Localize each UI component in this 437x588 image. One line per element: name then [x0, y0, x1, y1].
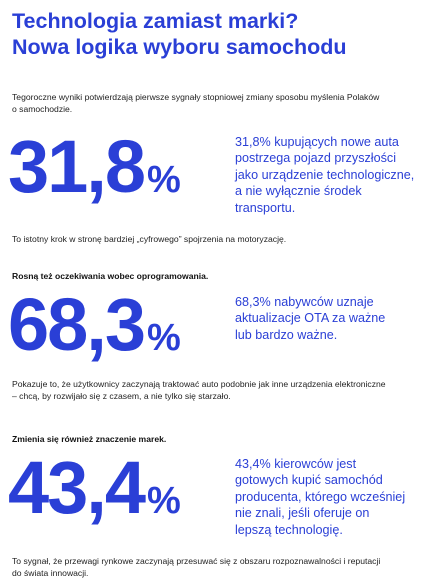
intro-line-1: Tegoroczne wyniki potwierdzają pierwsze …	[12, 92, 380, 102]
stat-2-desc-line: 68,3% nabywców uznaje	[235, 295, 374, 309]
stat-3-value: 43,4	[8, 446, 146, 529]
page-title: Technologia zamiast marki? Nowa logika w…	[12, 8, 432, 60]
stat-1-desc-line: a nie wyłącznie środek	[235, 184, 362, 199]
stat-1-desc-line: postrzega pojazd przyszłości	[235, 151, 396, 166]
stat-3-desc-line: gotowych kupić samochód	[235, 473, 383, 488]
stat-2-desc-line: aktualizacje OTA za ważne	[235, 311, 386, 326]
stat-2-note-line: – chcą, by rozwijało się z czasem, a nie…	[12, 390, 231, 401]
stat-1-value: 31,8	[8, 125, 146, 208]
stat-3-desc-line: 43,4% kierowców jest	[235, 457, 357, 471]
stat-1-description: 31,8% kupujących nowe auta postrzega poj…	[235, 134, 435, 216]
title-line-2: Nowa logika wyboru samochodu	[12, 35, 347, 59]
stat-3-number: 43,4%	[8, 451, 181, 538]
stat-1-unit: %	[147, 159, 181, 201]
stat-3-note: To sygnał, że przewagi rynkowe zaczynają…	[12, 556, 432, 579]
stat-1-desc-line: 31,8% kupujących nowe auta	[235, 135, 399, 149]
stat-3-note-line: To sygnał, że przewagi rynkowe zaczynają…	[12, 556, 381, 566]
stat-2-note: Pokazuje to, że użytkownicy zaczynają tr…	[12, 379, 432, 402]
stat-1-note-line: To istotny krok w stronę bardziej „cyfro…	[12, 234, 287, 244]
intro-paragraph: Tegoroczne wyniki potwierdzają pierwsze …	[12, 92, 432, 115]
stat-1-desc-line: transportu.	[235, 200, 296, 215]
stat-2-value: 68,3	[8, 283, 146, 366]
stat-3-desc-line: producenta, którego wcześniej	[235, 489, 406, 504]
stat-2-desc-line: lub bardzo ważne.	[235, 327, 338, 342]
stat-1-note: To istotny krok w stronę bardziej „cyfro…	[12, 234, 432, 246]
stat-2-description: 68,3% nabywców uznaje aktualizacje OTA z…	[235, 294, 435, 343]
stat-3-desc-line: lepszą technologię.	[235, 522, 343, 537]
stat-3-note-line: do świata innowacji.	[12, 567, 89, 578]
stat-1-number: 31,8%	[8, 130, 181, 217]
stat-3-description: 43,4% kierowców jest gotowych kupić samo…	[235, 456, 435, 538]
stat-3-unit: %	[147, 480, 181, 522]
stat-3-heading: Zmienia się również znaczenie marek.	[12, 434, 167, 444]
stat-1-desc-line: jako urządzenie technologiczne,	[235, 167, 415, 182]
stat-3-desc-line: nie znali, jeśli oferuje on	[235, 506, 370, 521]
stat-2-number: 68,3%	[8, 288, 181, 375]
stat-2-note-line: Pokazuje to, że użytkownicy zaczynają tr…	[12, 379, 386, 389]
intro-line-2: o samochodzie.	[12, 103, 73, 114]
stat-2-heading: Rosną też oczekiwania wobec oprogramowan…	[12, 271, 209, 281]
title-line-1: Technologia zamiast marki?	[12, 9, 299, 33]
stat-2-unit: %	[147, 317, 181, 359]
